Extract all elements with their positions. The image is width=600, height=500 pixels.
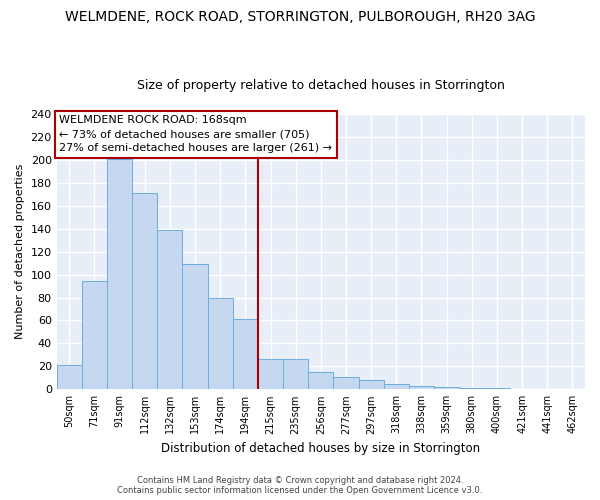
Bar (56, 365, 82, 390)
Bar (484, 388, 509, 390)
Bar (409, 386, 434, 390)
Bar (258, 360, 283, 390)
Bar (359, 380, 384, 390)
Bar (233, 320, 258, 390)
Y-axis label: Number of detached properties: Number of detached properties (15, 164, 25, 340)
Text: WELMDENE, ROCK ROAD, STORRINGTON, PULBOROUGH, RH20 3AG: WELMDENE, ROCK ROAD, STORRINGTON, PULBOR… (65, 10, 535, 24)
Bar (459, 388, 484, 390)
Title: Size of property relative to detached houses in Storrington: Size of property relative to detached ho… (137, 79, 505, 92)
Text: WELMDENE ROCK ROAD: 168sqm
← 73% of detached houses are smaller (705)
27% of sem: WELMDENE ROCK ROAD: 168sqm ← 73% of deta… (59, 116, 332, 154)
Bar (107, 158, 132, 390)
Bar (82, 282, 107, 390)
Bar (308, 372, 334, 390)
Text: Contains HM Land Registry data © Crown copyright and database right 2024.
Contai: Contains HM Land Registry data © Crown c… (118, 476, 482, 495)
Bar (132, 193, 157, 390)
X-axis label: Distribution of detached houses by size in Storrington: Distribution of detached houses by size … (161, 442, 481, 455)
Bar (208, 298, 233, 390)
Bar (283, 360, 308, 390)
Bar (157, 230, 182, 390)
Bar (334, 376, 359, 390)
Bar (434, 387, 459, 390)
Bar (182, 264, 208, 390)
Bar (384, 384, 409, 390)
